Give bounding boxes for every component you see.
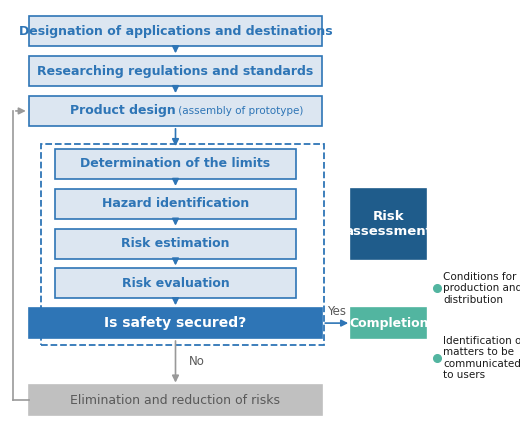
Text: Determination of the limits: Determination of the limits [81,157,270,171]
Text: Conditions for
production and
distribution: Conditions for production and distributi… [443,271,520,305]
Text: No: No [189,355,204,368]
Text: Completion: Completion [349,316,428,330]
Text: Risk estimation: Risk estimation [121,237,230,250]
Text: (assembly of prototype): (assembly of prototype) [175,106,304,116]
FancyBboxPatch shape [29,16,322,46]
FancyBboxPatch shape [351,189,426,259]
Text: Hazard identification: Hazard identification [102,197,249,210]
Text: Identification of
matters to be
communicated
to users: Identification of matters to be communic… [443,335,520,381]
FancyBboxPatch shape [29,308,322,338]
FancyBboxPatch shape [29,96,322,126]
FancyBboxPatch shape [351,308,426,338]
FancyBboxPatch shape [29,56,322,86]
FancyBboxPatch shape [55,229,296,259]
Text: Is safety secured?: Is safety secured? [105,316,246,330]
FancyBboxPatch shape [55,189,296,219]
Text: Yes: Yes [327,305,346,318]
Text: Risk
assessment: Risk assessment [345,210,433,238]
FancyBboxPatch shape [29,385,322,415]
Text: Product design: Product design [70,104,175,118]
Text: Elimination and reduction of risks: Elimination and reduction of risks [71,394,280,407]
FancyBboxPatch shape [55,149,296,179]
Text: Risk evaluation: Risk evaluation [122,277,229,290]
Text: Researching regulations and standards: Researching regulations and standards [37,65,314,78]
FancyBboxPatch shape [55,268,296,298]
Text: Designation of applications and destinations: Designation of applications and destinat… [19,25,332,38]
